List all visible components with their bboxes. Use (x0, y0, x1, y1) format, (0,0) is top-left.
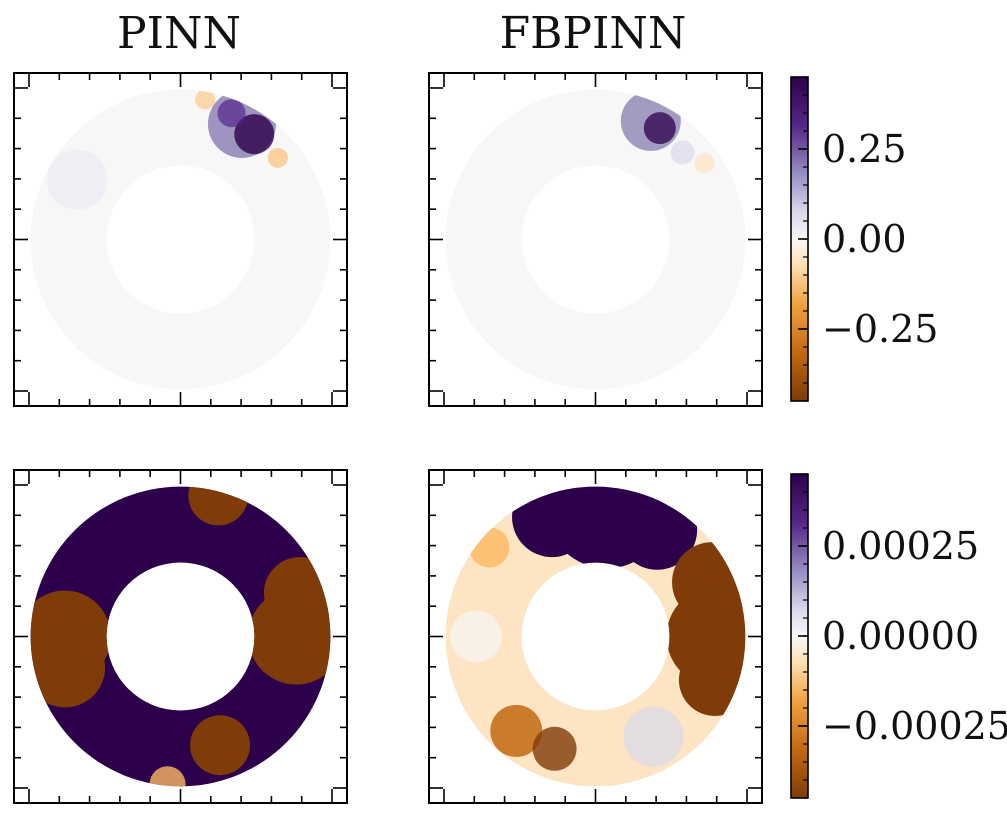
annulus-field (30, 486, 331, 787)
axis-ticks (429, 470, 762, 803)
annulus-field (30, 89, 331, 390)
heatmap-panel-2 (428, 72, 763, 407)
colorbar-tick-label: −0.00025 (822, 704, 1007, 748)
field-blob (469, 527, 510, 568)
colorbar-1: 0.25 0.00 −0.25 (790, 76, 938, 402)
colorbar-tick-label: 0.00000 (822, 614, 979, 658)
field-blob (672, 542, 746, 623)
field-blob (450, 610, 503, 663)
colorbar-tick-label: −0.25 (822, 307, 938, 351)
annulus-field (445, 89, 746, 390)
field-blob (643, 112, 676, 145)
field-blob (694, 153, 715, 174)
axis-ticks (14, 73, 347, 406)
title-pinn: PINN (117, 8, 241, 59)
field-blob (532, 726, 577, 771)
field-blob (217, 99, 246, 128)
field-blob (623, 706, 684, 767)
title-fbpinn: FBPINN (499, 8, 687, 59)
annulus-field (445, 486, 746, 787)
field-blob (490, 704, 543, 757)
field-blob (678, 643, 746, 716)
field-blob (234, 114, 275, 155)
field-blob (190, 715, 251, 776)
field-blob (267, 147, 288, 168)
field-blob (30, 627, 106, 708)
heatmap-panel-3 (13, 469, 348, 804)
field-blob (263, 557, 331, 630)
field-blob (149, 766, 186, 787)
field-blob (512, 486, 593, 558)
field-blob (195, 89, 216, 110)
field-blob (47, 149, 108, 210)
heatmap-panel-1 (13, 72, 348, 407)
colorbar-tick-label: 0.00 (822, 217, 907, 261)
colorbar-tick-label: 0.25 (822, 127, 907, 171)
axis-ticks (14, 470, 347, 803)
axis-ticks (429, 73, 762, 406)
colorbar-2: 0.00025 0.00000 −0.00025 (790, 473, 1007, 799)
colorbar-tick-label: 0.00025 (822, 524, 979, 568)
field-blob (670, 140, 695, 165)
field-blob (188, 486, 249, 526)
heatmap-panel-4 (428, 469, 763, 804)
